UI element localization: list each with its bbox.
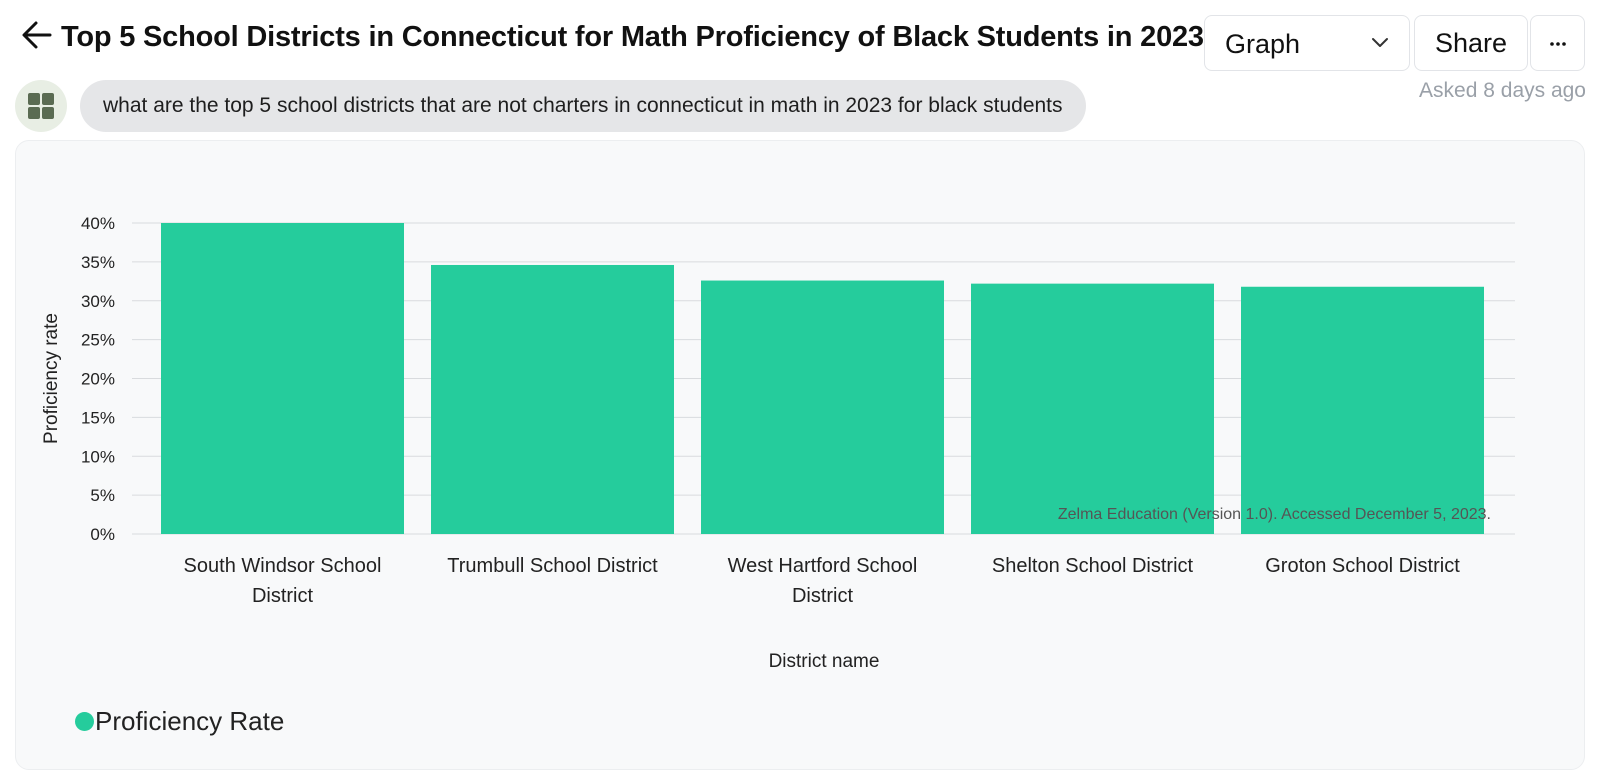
avatar xyxy=(15,80,67,132)
x-axis-label: District name xyxy=(769,651,880,672)
y-tick-label: 5% xyxy=(90,486,115,505)
bar xyxy=(701,280,944,534)
x-tick-label: South Windsor School xyxy=(184,555,382,577)
back-button[interactable] xyxy=(20,18,54,52)
y-tick-label: 0% xyxy=(90,525,115,544)
grid-icon xyxy=(28,93,54,119)
header-bar: Top 5 School Districts in Connecticut fo… xyxy=(0,0,1600,80)
y-tick-label: 10% xyxy=(81,447,115,466)
share-button[interactable]: Share xyxy=(1414,15,1528,71)
bar xyxy=(161,223,404,534)
source-annotation: Zelma Education (Version 1.0). Accessed … xyxy=(1058,506,1491,523)
legend-label: Proficiency Rate xyxy=(95,706,285,736)
chart-legend: Proficiency Rate xyxy=(75,706,284,736)
y-axis-label: Proficiency rate xyxy=(41,313,62,444)
ellipsis-icon xyxy=(1550,42,1566,46)
y-tick-label: 40% xyxy=(81,214,115,233)
chevron-down-icon xyxy=(1372,38,1388,47)
bar-chart: 0% 5% 10% 15% 20% 25% 30% 35% 40% South Windsor S… xyxy=(41,214,1515,672)
x-tick-label: District xyxy=(792,585,854,607)
view-select-value: Graph xyxy=(1225,29,1301,59)
x-tick-label: Shelton School District xyxy=(992,555,1194,577)
bar xyxy=(431,264,674,534)
arrow-left-icon xyxy=(22,21,52,49)
page-title: Top 5 School Districts in Connecticut fo… xyxy=(61,21,1204,53)
question-bubble: what are the top 5 school districts that… xyxy=(80,80,1086,132)
x-tick-label: Trumbull School District xyxy=(447,555,658,577)
y-tick-label: 20% xyxy=(81,370,115,389)
more-options-button[interactable] xyxy=(1530,15,1585,71)
x-tick-label: District xyxy=(252,585,314,607)
bar xyxy=(1241,286,1484,534)
y-tick-label: 30% xyxy=(81,292,115,311)
x-tick-label: West Hartford School xyxy=(728,555,918,577)
asked-timestamp: Asked 8 days ago xyxy=(1419,79,1586,102)
x-tick-label: Groton School District xyxy=(1265,555,1460,577)
y-tick-label: 25% xyxy=(81,331,115,350)
view-select[interactable]: Graph xyxy=(1204,15,1410,71)
bar xyxy=(971,283,1214,534)
legend-swatch xyxy=(75,711,94,731)
y-tick-label: 15% xyxy=(81,408,115,427)
y-tick-label: 35% xyxy=(81,253,115,272)
